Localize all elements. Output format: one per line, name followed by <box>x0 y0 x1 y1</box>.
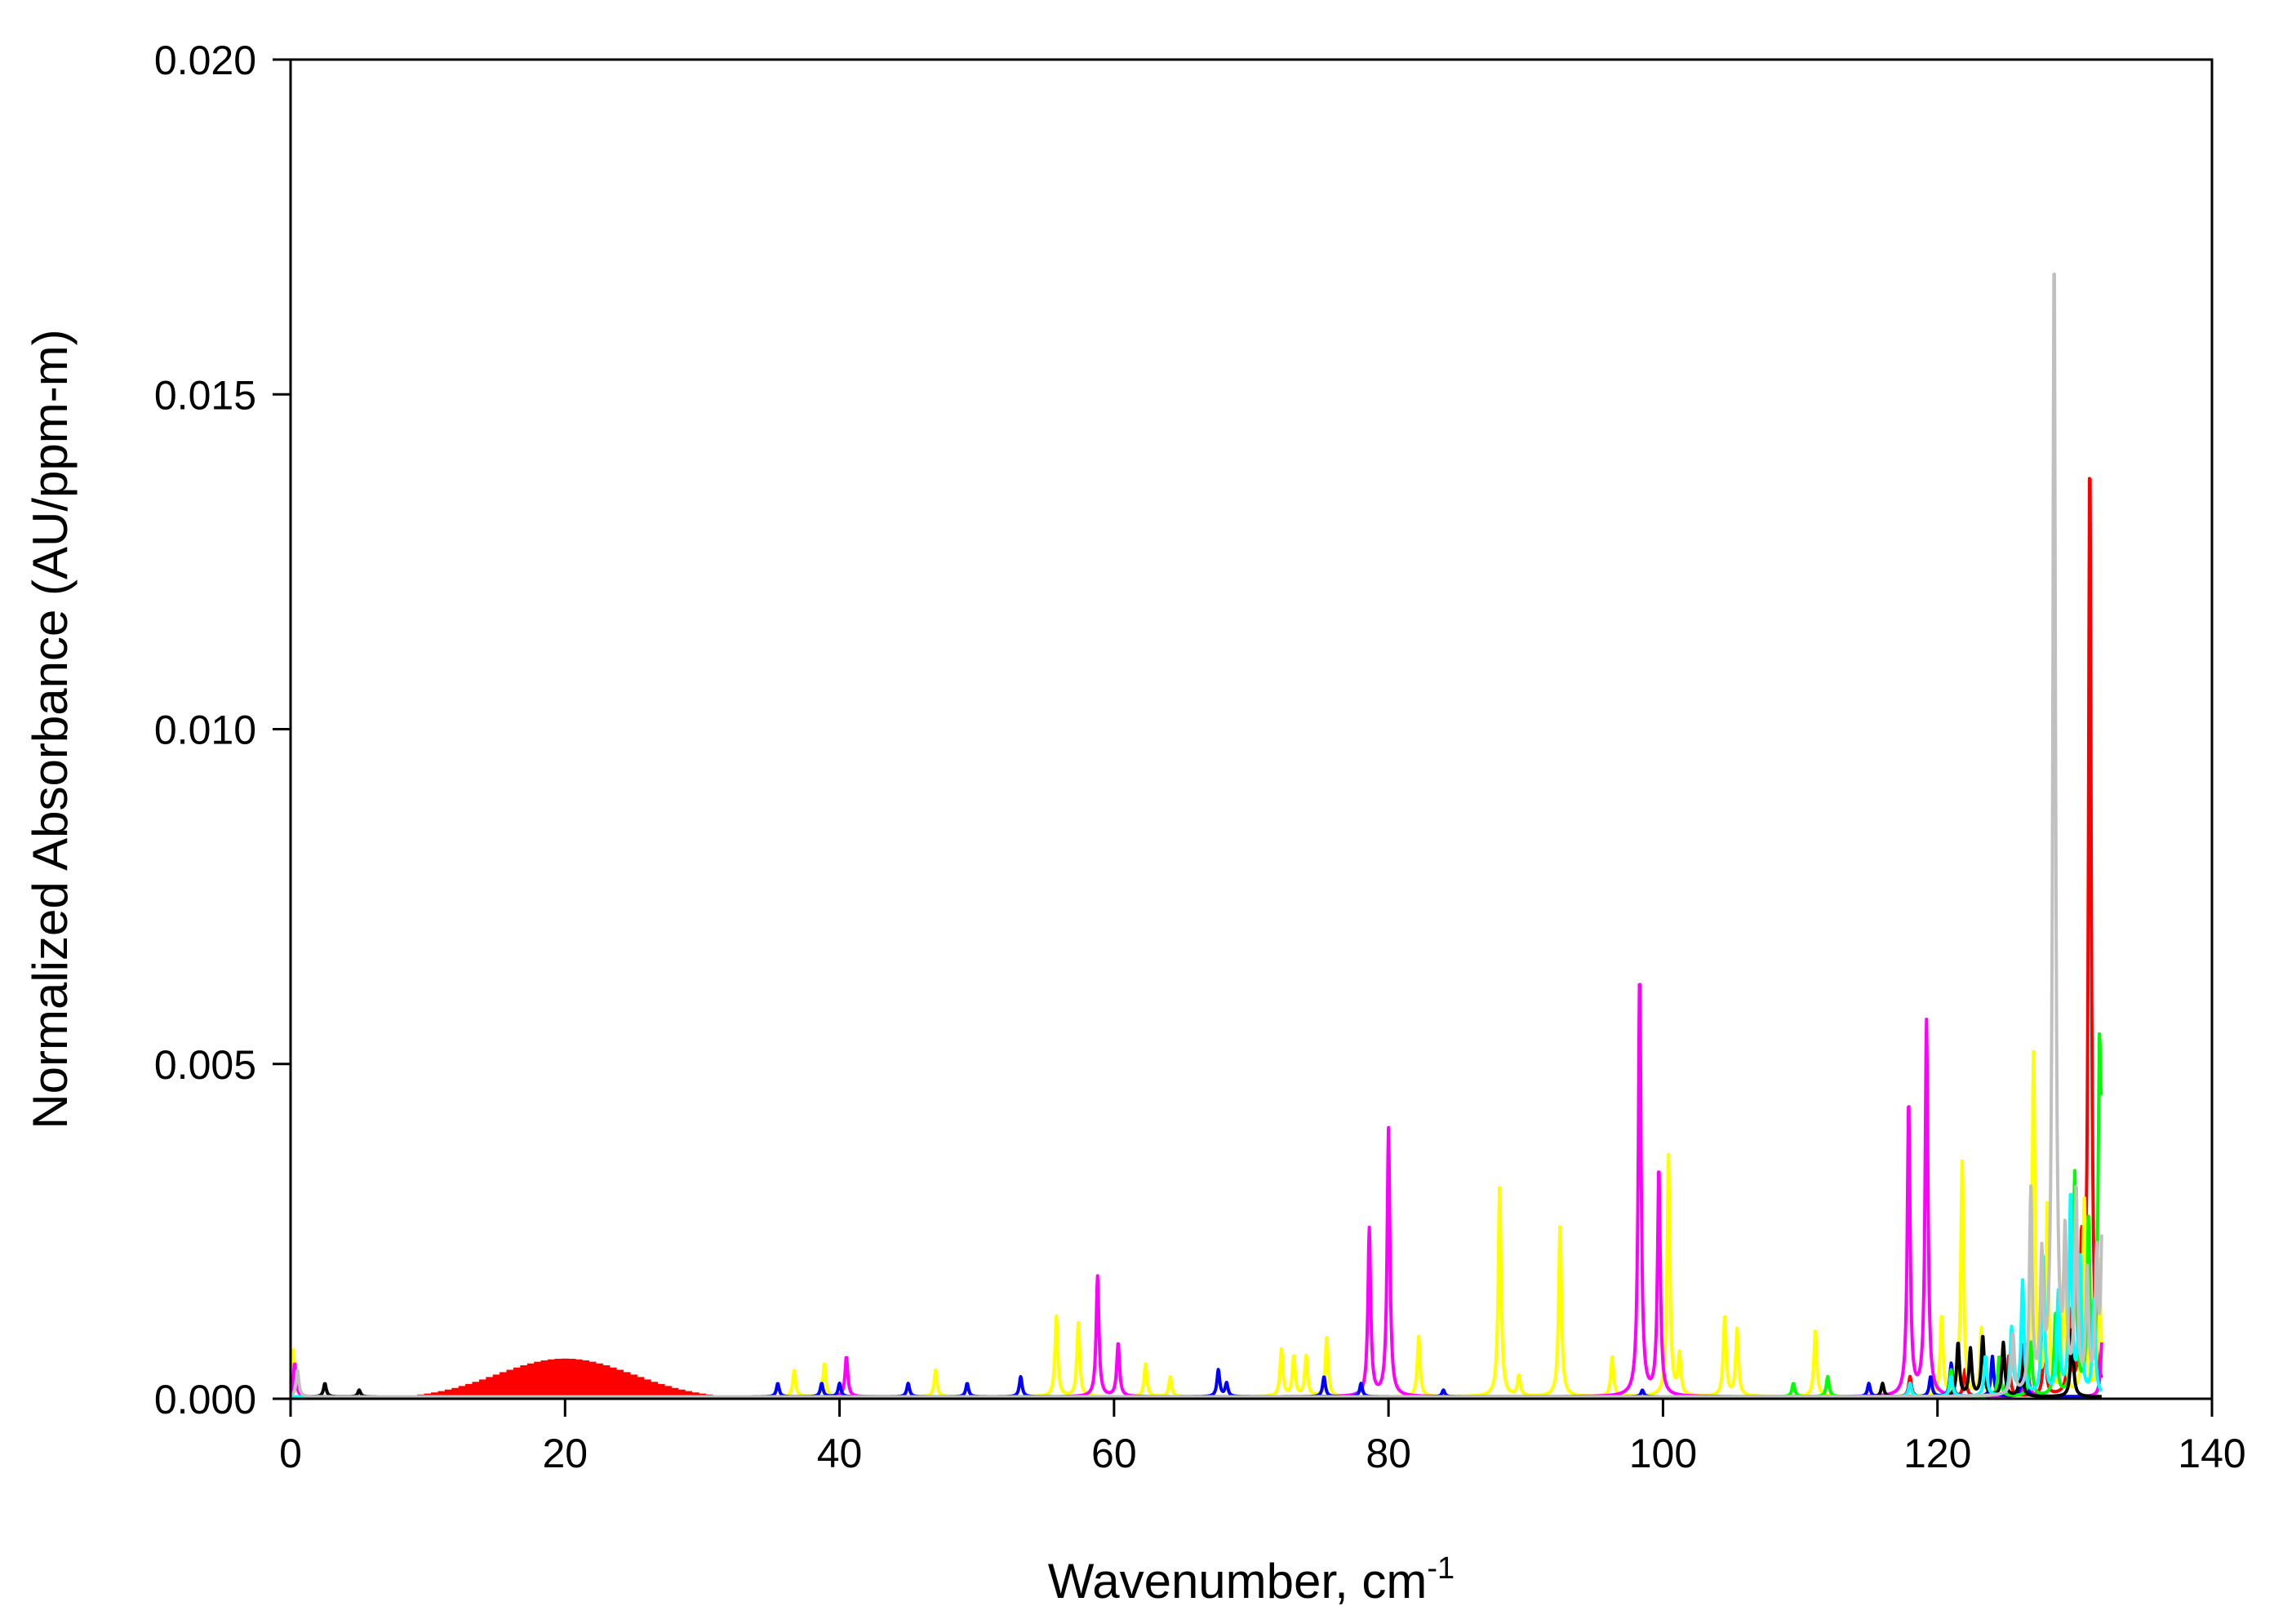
x-tick-label: 120 <box>1903 1431 1971 1476</box>
tick-layer: 0 20 40 60 80 100 120 140 0.000 0.005 0.010 0.015 0.… <box>154 38 2246 1476</box>
x-axis-title-superscript: -1 <box>1427 1551 1455 1586</box>
series-7 <box>289 273 2103 1399</box>
series-layer <box>289 273 2103 1399</box>
y-tick-label: 0.000 <box>154 1377 256 1422</box>
x-tick-label: 40 <box>817 1431 863 1476</box>
x-tick-label: 0 <box>279 1431 302 1476</box>
y-tick-label: 0.010 <box>154 708 256 753</box>
x-tick-label: 100 <box>1629 1431 1697 1476</box>
series-7-line <box>289 273 2103 1399</box>
x-tick-label: 20 <box>542 1431 588 1476</box>
y-tick-label: 0.005 <box>154 1042 256 1088</box>
y-tick-label: 0.015 <box>154 372 256 418</box>
x-tick-label: 80 <box>1366 1431 1411 1476</box>
x-tick-label: 140 <box>2178 1431 2245 1476</box>
x-axis-title-text: Wavenumber, cm <box>1048 1554 1428 1608</box>
y-axis-title: Normalized Absorbance (AU/ppm-m) <box>23 329 78 1129</box>
x-tick-label: 60 <box>1091 1431 1137 1476</box>
y-tick-label: 0.020 <box>154 38 256 83</box>
x-axis-title: Wavenumber, cm-1 <box>1048 1551 1455 1608</box>
